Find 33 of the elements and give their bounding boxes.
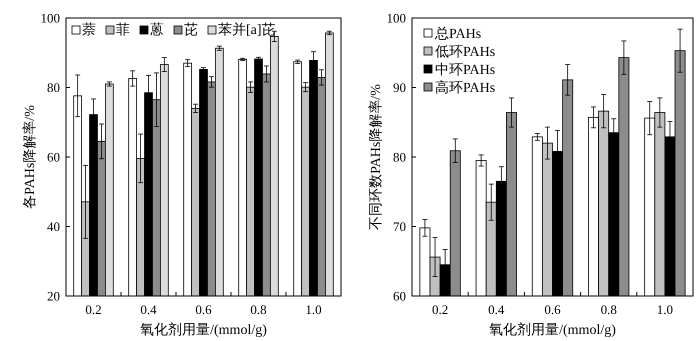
legend-label: 总PAHs [434, 26, 482, 42]
legend-label: 萘 [82, 22, 96, 38]
y-tick-label: 90 [393, 80, 406, 96]
x-axis-title: 氧化剂用量/(mmol/g) [140, 322, 268, 338]
y-tick-label: 70 [393, 219, 406, 234]
y-tick-label: 100 [40, 10, 60, 26]
y-axis-title: 各PAHs降解率/% [22, 104, 38, 209]
x-tick-label: 1.0 [656, 302, 674, 317]
legend-label: 中环PAHs [435, 62, 496, 78]
x-tick-label: 0.8 [600, 302, 617, 317]
y-tick-label: 20 [47, 288, 60, 304]
legend-label: 蒽 [150, 22, 164, 38]
y-tick-label: 40 [47, 219, 60, 234]
x-tick-label: 0.2 [85, 302, 102, 317]
y-tick-label: 80 [47, 80, 60, 96]
x-axis-title: 氧化剂用量/(mmol/g) [489, 322, 616, 338]
x-tick-label: 0.6 [195, 302, 212, 317]
legend-label: 高环PAHs [435, 80, 496, 96]
legend-label: 苯并[a]芘 [218, 22, 276, 38]
y-tick-label: 100 [386, 10, 406, 26]
x-tick-label: 0.2 [432, 302, 448, 317]
x-tick-label: 0.6 [544, 302, 562, 317]
y-tick-label: 60 [47, 150, 60, 165]
y-tick-label: 60 [393, 288, 406, 304]
y-tick-label: 80 [393, 150, 406, 165]
x-tick-label: 0.4 [488, 302, 505, 317]
x-tick-label: 1.0 [305, 302, 322, 317]
x-tick-label: 0.4 [140, 302, 158, 317]
legend-label: 菲 [116, 22, 130, 38]
y-axis-title: 不同环数PAHs降解率/% [368, 84, 384, 230]
x-tick-label: 0.8 [250, 302, 267, 317]
legend-label: 低环PAHs [435, 44, 496, 60]
legend-label: 芘 [184, 22, 198, 38]
